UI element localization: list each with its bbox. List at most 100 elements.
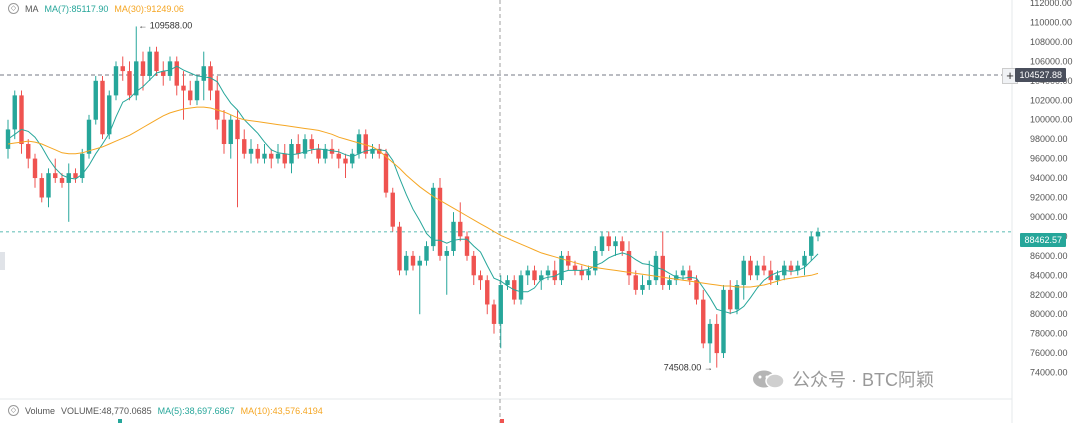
wechat-icon: [752, 369, 786, 389]
candle-body: [201, 66, 206, 81]
y-tick-label: 82000.00: [1030, 290, 1068, 300]
candle-body: [221, 119, 227, 145]
candle-body: [579, 270, 584, 276]
candle-body: [329, 148, 335, 154]
candle-body: [741, 260, 746, 286]
candle-body: [32, 158, 38, 179]
y-tick-label: 94000.00: [1030, 173, 1068, 183]
candle-body: [140, 61, 146, 76]
candle-body: [680, 270, 686, 276]
ma7-value: MA(7):85117.90: [44, 3, 109, 14]
ma30-value: MA(30):91249.06: [114, 3, 184, 14]
candle-body: [599, 236, 605, 251]
volume-label: Volume: [25, 405, 56, 416]
candle-body: [262, 153, 267, 159]
candle-body: [228, 119, 233, 145]
volume-bar: [118, 419, 122, 423]
candle-body: [539, 275, 544, 281]
y-tick-label: 98000.00: [1030, 134, 1068, 144]
y-tick-label: 78000.00: [1030, 329, 1068, 339]
candle-body: [188, 90, 193, 101]
candle-body: [323, 148, 328, 159]
candle-body: [383, 153, 389, 193]
candle-body: [181, 85, 186, 91]
candle-body: [404, 255, 409, 271]
candle-body: [302, 139, 308, 154]
candle-body: [390, 192, 395, 227]
candle-body: [532, 270, 537, 281]
candle-body: [667, 280, 672, 286]
candle-body: [633, 275, 638, 290]
candle-body: [464, 236, 470, 256]
candle-body: [775, 275, 780, 281]
y-tick-label: 92000.00: [1030, 193, 1068, 203]
candle-body: [647, 280, 652, 286]
candle-body: [424, 246, 429, 261]
candle-body: [100, 80, 105, 135]
candle-body: [815, 231, 821, 237]
candle-body: [86, 119, 92, 154]
candle-body: [343, 158, 348, 164]
candle-body: [572, 265, 578, 271]
candle-body: [613, 241, 618, 247]
candle-body: [316, 148, 321, 159]
low-annotation: 74508.00 →: [664, 363, 713, 373]
indicator-legend: ◇ MA MA(7):85117.90 MA(30):91249.06: [8, 3, 184, 14]
candle-body: [761, 265, 767, 271]
candle-body: [721, 289, 726, 354]
candle-body: [113, 66, 119, 96]
ma7-line: [7, 65, 819, 314]
candle-body: [282, 153, 287, 164]
candle-body: [444, 250, 449, 256]
candle-body: [586, 270, 591, 276]
candle-body: [242, 139, 247, 154]
y-tick-label: 84000.00: [1030, 270, 1068, 280]
candle-body: [174, 61, 179, 86]
candle-body: [296, 144, 301, 154]
candle-body: [107, 95, 112, 135]
candle-body: [235, 119, 240, 140]
candle-body: [640, 285, 645, 290]
candle-body: [215, 90, 220, 120]
candle-body: [12, 95, 17, 130]
candle-body: [701, 299, 706, 344]
candle-body: [788, 265, 794, 271]
y-tick-label: 100000.00: [1030, 115, 1073, 125]
candle-body: [620, 241, 625, 251]
candle-body: [552, 270, 557, 281]
high-annotation: ← 109588.00: [138, 20, 192, 30]
y-tick-label: 106000.00: [1030, 56, 1073, 66]
candle-body: [437, 187, 443, 256]
candle-body: [120, 66, 125, 72]
candle-body: [559, 255, 564, 281]
candle-body: [525, 270, 530, 276]
volume-toggle-icon[interactable]: ◇: [8, 405, 19, 416]
candle-body: [707, 323, 713, 344]
candle-body: [410, 255, 416, 266]
candle-body: [471, 255, 476, 276]
candle-body: [275, 153, 281, 159]
y-tick-label: 86000.00: [1030, 251, 1068, 261]
indicator-name: MA: [25, 3, 39, 14]
candle-body: [674, 275, 679, 281]
crosshair-price-label: 104527.88: [1015, 68, 1066, 82]
candle-body: [336, 153, 341, 159]
candle-body: [802, 255, 807, 266]
candle-body: [593, 250, 598, 271]
volume-value: VOLUME:48,770.0685: [61, 405, 152, 416]
last-price-label: 88462.57: [1020, 233, 1066, 247]
candle-body: [26, 144, 31, 159]
watermark: 公众号 · BTC阿颖: [752, 366, 934, 392]
visibility-toggle-icon[interactable]: ◇: [8, 3, 19, 14]
candle-body: [269, 153, 274, 159]
candle-body: [491, 304, 497, 324]
scroll-handle: [0, 252, 5, 270]
candle-body: [356, 134, 362, 154]
candle-body: [714, 323, 719, 354]
candle-body: [505, 280, 510, 286]
candle-body: [417, 260, 422, 266]
candle-body: [5, 129, 11, 149]
y-tick-label: 80000.00: [1030, 309, 1068, 319]
y-tick-label: 96000.00: [1030, 154, 1068, 164]
